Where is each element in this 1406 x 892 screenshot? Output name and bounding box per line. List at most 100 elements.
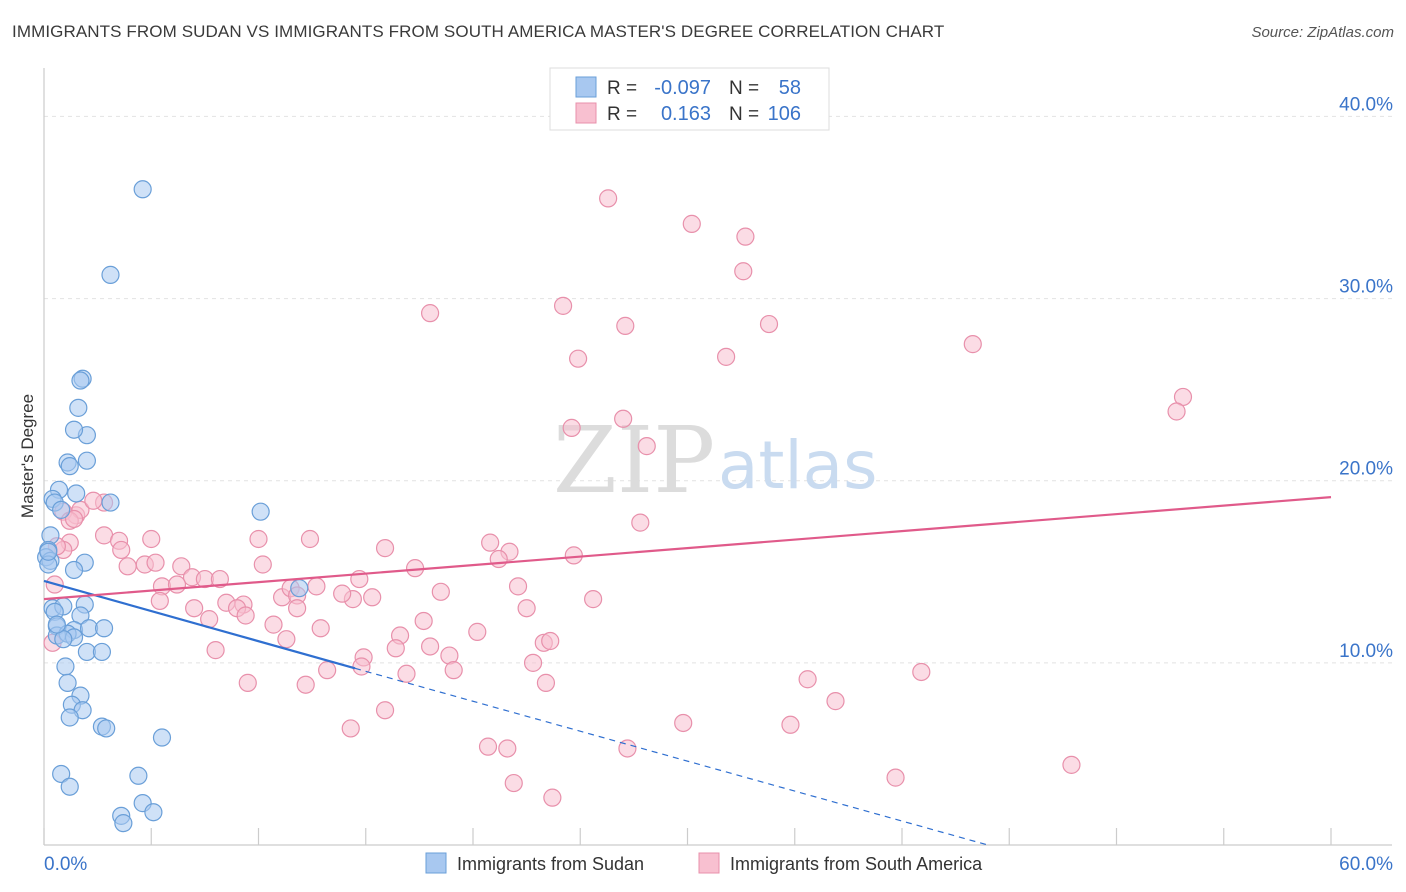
sudan-point	[92, 642, 112, 662]
south-america-point	[150, 591, 169, 611]
south-america-point	[333, 584, 352, 603]
legend-sudan-label: Immigrants from Sudan	[457, 854, 644, 874]
south-america-point	[682, 214, 701, 233]
south-america-point	[963, 335, 982, 354]
south-america-point	[318, 661, 337, 680]
south-america-point	[759, 314, 779, 334]
south-america-point	[523, 653, 543, 672]
south-america-point	[253, 555, 272, 574]
south-america-point	[478, 737, 498, 756]
sudan-point	[77, 451, 97, 470]
south-america-point	[584, 590, 603, 609]
south-america-point	[146, 553, 165, 572]
south-america-point	[562, 418, 581, 437]
gridlines	[44, 115, 1392, 664]
source-credit: Source: ZipAtlas.com	[1251, 24, 1394, 41]
south-america-point	[1062, 755, 1081, 774]
sudan-point	[64, 420, 84, 439]
chart-title: IMMIGRANTS FROM SUDAN VS IMMIGRANTS FROM…	[12, 22, 945, 41]
south-america-point	[118, 557, 137, 576]
sudan-point	[47, 615, 66, 634]
sudan-point	[290, 579, 309, 598]
sudan-point	[97, 719, 116, 738]
sudan-point	[60, 457, 79, 476]
sa-r-value: 0.163	[661, 103, 711, 125]
sudan-points	[37, 180, 309, 833]
legend-sudan-swatch	[425, 852, 447, 874]
south-america-point	[238, 673, 257, 692]
south-america-point	[236, 606, 255, 625]
sudan-point	[58, 673, 77, 692]
sudan-point	[56, 657, 75, 676]
south-america-point	[296, 675, 315, 694]
y-axis-label: Master's Degree	[18, 394, 37, 518]
y-tick-label: 20.0%	[1339, 459, 1393, 480]
south-america-point	[508, 577, 528, 596]
south-america-point	[599, 189, 618, 208]
sa-n-label: N =	[729, 104, 759, 125]
south-america-point	[517, 599, 536, 618]
south-america-point	[431, 582, 450, 601]
sa-r-label: R =	[607, 104, 637, 125]
sudan-point	[64, 560, 84, 580]
sudan-n-label: N =	[729, 78, 759, 99]
south-america-point	[734, 262, 753, 281]
x-tick-label-min: 0.0%	[44, 854, 87, 875]
south-america-point	[311, 619, 330, 638]
south-america-point	[142, 529, 161, 549]
south-america-point	[352, 657, 371, 676]
legend: Immigrants from Sudan Immigrants from So…	[425, 852, 983, 874]
south-america-point	[375, 701, 395, 720]
south-america-point	[616, 316, 635, 335]
stats-box: R = -0.097 N = 58 R = 0.163 N = 106	[549, 67, 830, 131]
south-america-point	[543, 788, 562, 807]
sudan-point	[152, 728, 172, 747]
south-america-point	[569, 349, 588, 368]
sudan-point	[101, 265, 120, 284]
south-america-point	[504, 773, 523, 793]
south-america-point	[736, 227, 755, 246]
south-america-point	[798, 670, 817, 689]
south-america-point	[489, 549, 508, 569]
south-america-point	[288, 599, 307, 618]
south-america-point	[536, 673, 556, 692]
south-america-point	[498, 739, 517, 758]
sa-n-value: 106	[768, 103, 801, 125]
south-america-point	[564, 546, 583, 565]
south-america-point	[481, 533, 500, 552]
south-america-point	[618, 739, 637, 758]
south-america-point	[185, 599, 204, 618]
watermark: ZIP atlas	[553, 407, 878, 514]
sudan-point	[71, 371, 90, 390]
south-america-point	[637, 437, 656, 456]
south-america-point	[468, 622, 487, 641]
south-america-point	[397, 664, 416, 683]
south-america-point	[614, 409, 633, 428]
south-america-point	[826, 692, 845, 711]
y-tick-label: 40.0%	[1339, 94, 1393, 115]
sudan-swatch	[575, 76, 597, 98]
legend-south-america-label: Immigrants from South America	[730, 854, 983, 874]
south-america-point	[206, 641, 225, 660]
south-america-point	[341, 719, 360, 738]
south-america-point	[172, 557, 191, 576]
south-america-point	[300, 529, 320, 549]
sudan-point	[144, 803, 163, 822]
sudan-point	[94, 619, 114, 638]
south-america-point	[421, 637, 440, 656]
south-america-point	[717, 347, 736, 366]
south-america-point	[886, 768, 905, 787]
sudan-point	[69, 398, 88, 417]
sudan-n-value: 58	[779, 77, 801, 99]
south-america-point	[210, 569, 229, 589]
south-america-point	[264, 615, 283, 634]
sudan-point	[60, 777, 79, 796]
south-america-point	[674, 713, 693, 733]
south-america-point	[541, 631, 560, 651]
sudan-point	[114, 814, 133, 833]
south-america-point	[553, 296, 573, 315]
south-america-point	[421, 304, 440, 323]
south-america-point	[912, 662, 931, 682]
south-america-point	[1167, 402, 1186, 421]
south-america-point	[84, 491, 103, 510]
